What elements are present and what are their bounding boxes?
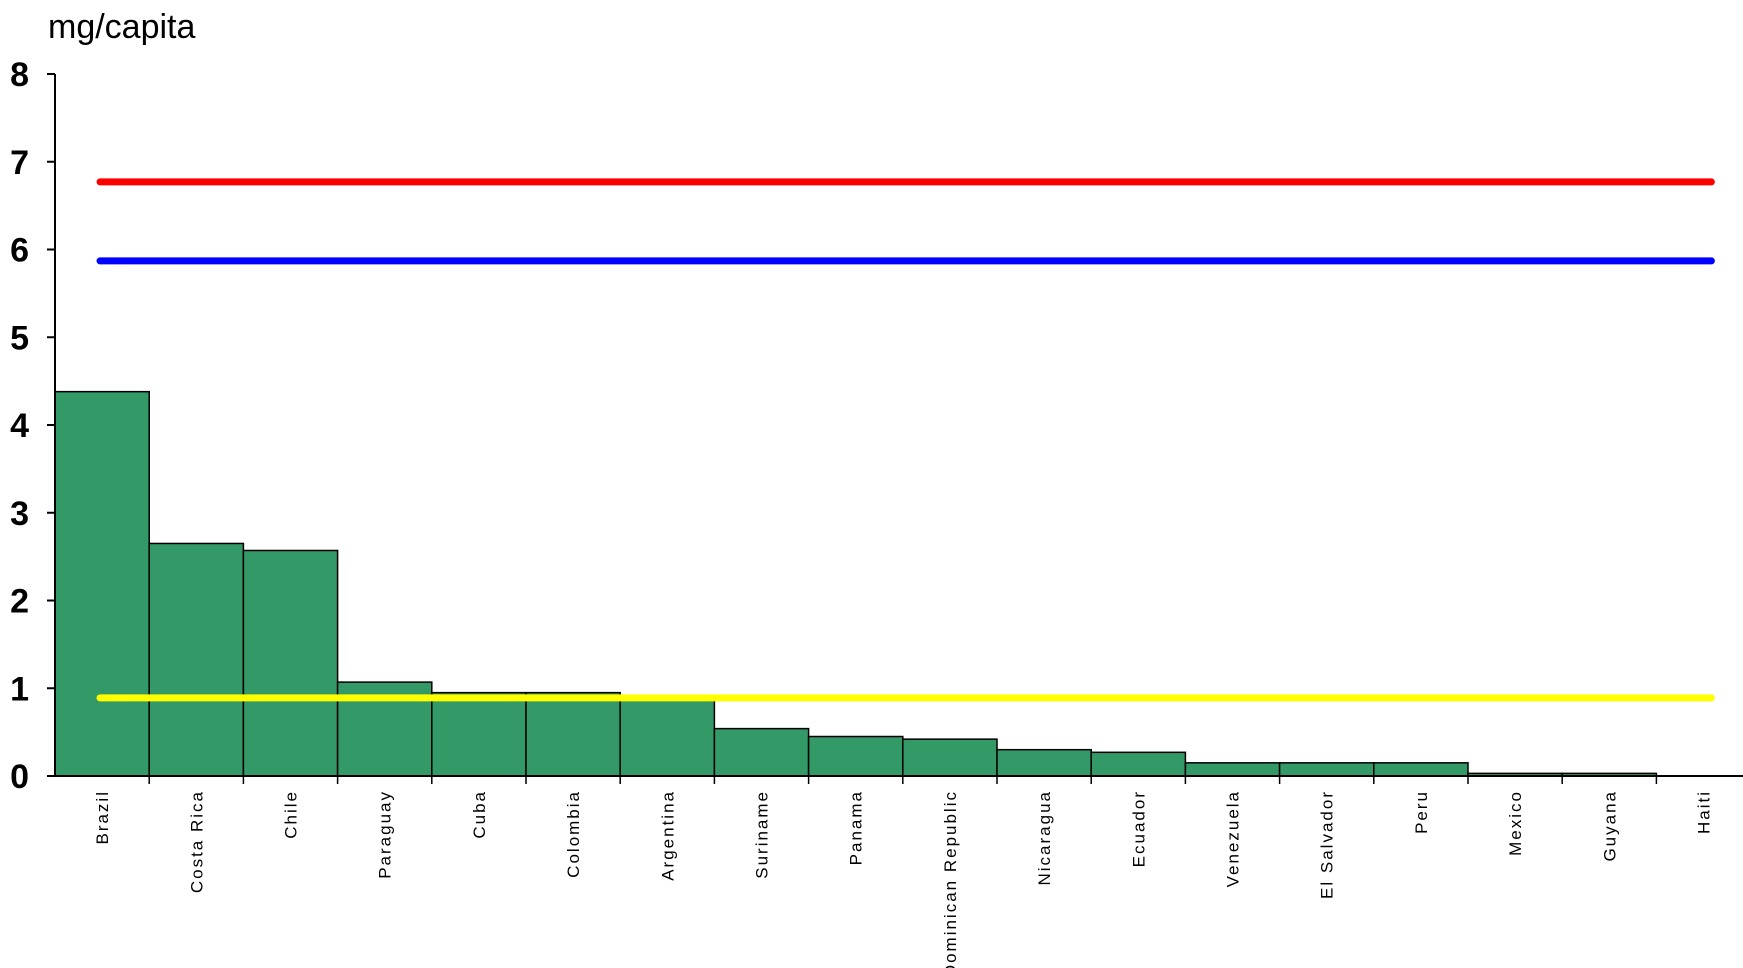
x-tick-label: Peru <box>1412 790 1431 834</box>
y-tick-label: 6 <box>10 232 29 270</box>
bar-cuba <box>431 691 527 777</box>
x-tick-label: Argentina <box>658 790 677 881</box>
x-tick-label: El Salvador <box>1318 790 1337 899</box>
bar-nicaragua <box>996 748 1092 777</box>
bar-suriname <box>713 727 810 777</box>
bar-costa-rica <box>148 542 245 777</box>
y-tick-label: 2 <box>10 583 29 621</box>
y-tick-label: 8 <box>10 56 29 94</box>
x-tick-label: Costa Rica <box>187 790 206 893</box>
x-tick-label: Panama <box>847 790 866 865</box>
y-tick-label: 0 <box>10 758 29 796</box>
bar-colombia <box>525 691 621 777</box>
x-tick-label: Paraguay <box>376 790 395 879</box>
x-tick-label: Nicaragua <box>1035 790 1054 886</box>
x-tick-label: Haiti <box>1695 790 1714 834</box>
bar-chile <box>242 549 339 777</box>
x-tick-label: Venezuela <box>1224 790 1243 887</box>
bar-el-salvador <box>1278 762 1375 777</box>
x-tick-label: Chile <box>282 790 301 839</box>
bar-dominican-republic <box>902 738 998 777</box>
y-tick-label: 1 <box>10 670 29 708</box>
x-tick-label: Ecuador <box>1129 790 1148 867</box>
x-tick-label: Mexico <box>1506 790 1525 856</box>
bar-ecuador <box>1090 751 1187 777</box>
bar-brazil <box>54 390 150 777</box>
x-tick-label: Guyana <box>1600 790 1619 862</box>
y-tick-label: 4 <box>10 407 29 445</box>
x-tick-label: Brazil <box>93 790 112 845</box>
bar-panama <box>807 735 904 777</box>
x-tick-label: Colombia <box>564 790 583 878</box>
y-axis-unit-label: mg/capita <box>48 8 196 46</box>
x-tick-label: Dominican Republic <box>941 790 960 968</box>
x-tick-label: Suriname <box>753 790 772 879</box>
bar-venezuela <box>1184 762 1281 777</box>
y-tick-label: 7 <box>10 144 29 182</box>
y-tick-label: 5 <box>10 319 29 357</box>
bar-argentina <box>619 696 716 777</box>
y-tick-label: 3 <box>10 495 29 533</box>
bar-peru <box>1373 762 1469 777</box>
x-tick-label: Cuba <box>470 790 489 839</box>
